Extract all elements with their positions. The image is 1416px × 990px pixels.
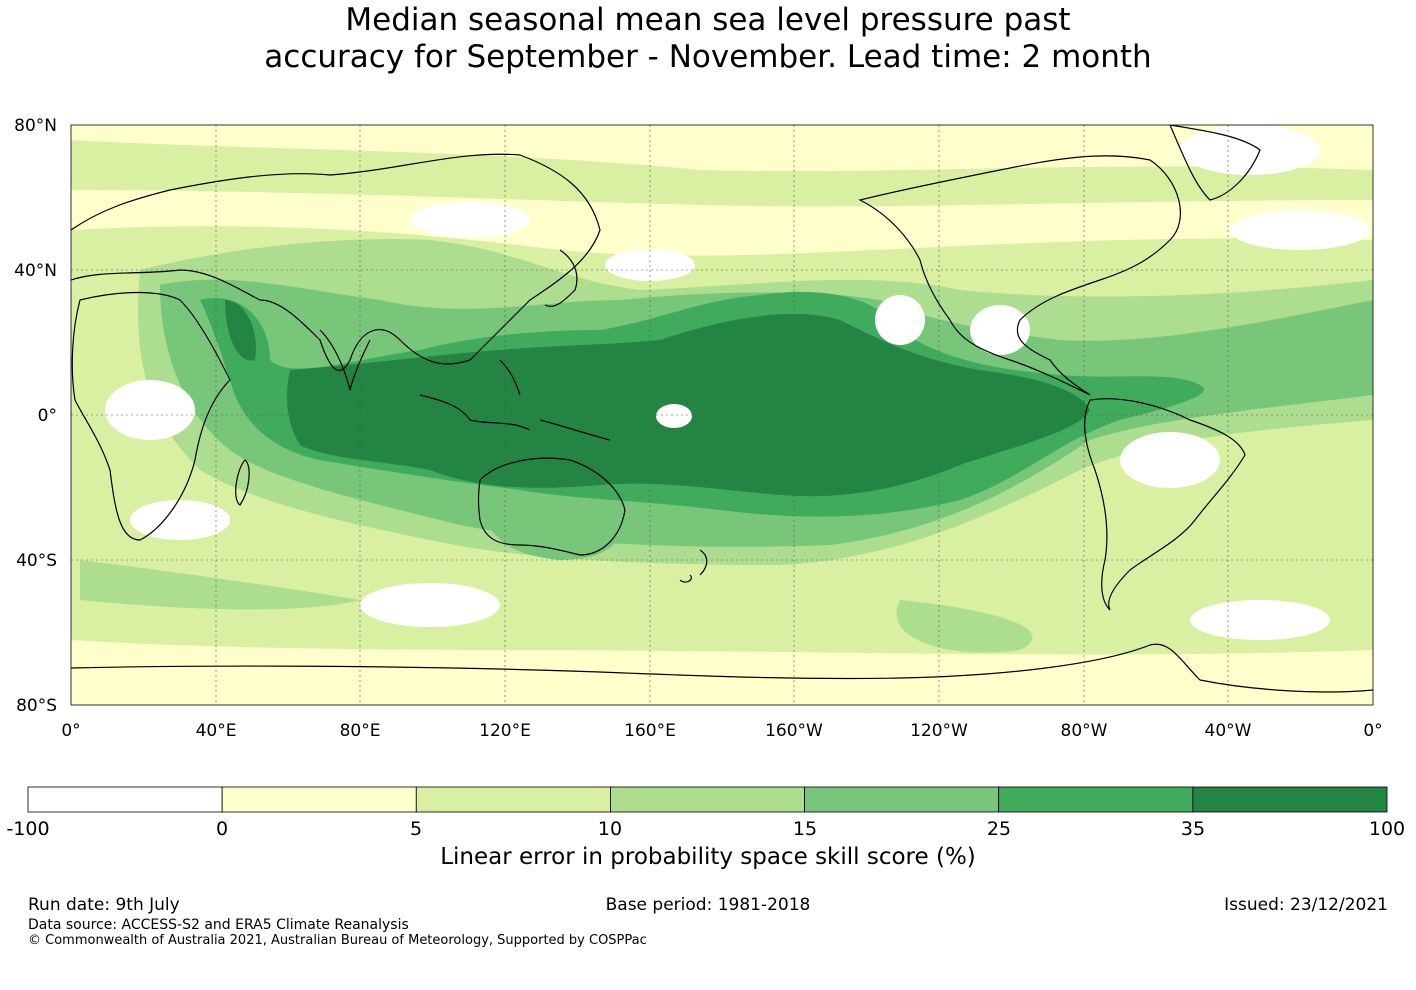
- gridlines: [71, 125, 1373, 705]
- colorbar-swatch: [804, 786, 1000, 813]
- lat-label: 80°N: [14, 116, 57, 136]
- map-frame: [70, 124, 1374, 706]
- skill-score-map: 80°N 40°N 0° 40°S 80°S 0° 40°E 80°E 120°…: [14, 116, 1383, 741]
- title-line-1: Median seasonal mean sea level pressure …: [345, 2, 1071, 38]
- colorbar-tick: 25: [987, 818, 1011, 840]
- colorbar-tick: 100: [1369, 818, 1405, 840]
- lat-label: 40°N: [14, 261, 57, 281]
- lon-label: 80°E: [340, 721, 381, 741]
- colorbar-swatch: [610, 786, 805, 813]
- colorbar-tick: 10: [598, 818, 622, 840]
- colorbar-tick: 5: [410, 818, 422, 840]
- colorbar-tick: 15: [793, 818, 817, 840]
- data-source: Data source: ACCESS-S2 and ERA5 Climate …: [28, 917, 409, 933]
- lon-label: 40°E: [196, 721, 237, 741]
- lon-label: 0°: [1363, 721, 1382, 741]
- lat-label: 0°: [38, 406, 57, 426]
- lon-label: 160°E: [624, 721, 676, 741]
- colorbar-swatch: [221, 786, 417, 813]
- lon-label: 120°E: [479, 721, 531, 741]
- colorbar-swatch: [1192, 786, 1388, 813]
- title-line-2: accuracy for September - November. Lead …: [264, 39, 1152, 75]
- issued-date: Issued: 23/12/2021: [1224, 895, 1388, 915]
- lon-label: 0°: [61, 721, 80, 741]
- colorbar-swatch: [27, 786, 223, 813]
- lon-label: 120°W: [910, 721, 968, 741]
- lat-label: 40°S: [16, 551, 57, 571]
- chart-title: Median seasonal mean sea level pressure …: [0, 2, 1416, 76]
- colorbar-swatch: [998, 786, 1194, 813]
- colorbar: -100 0 5 10 15 25 35 100: [6, 786, 1405, 840]
- run-date: Run date: 9th July: [28, 895, 180, 915]
- lon-label: 160°W: [765, 721, 823, 741]
- colorbar-tick: 0: [216, 818, 228, 840]
- colorbar-tick: -100: [6, 818, 49, 840]
- lon-label: 80°W: [1061, 721, 1108, 741]
- colorbar-tick: 35: [1181, 818, 1205, 840]
- coastlines: [71, 125, 1373, 693]
- base-period: Base period: 1981-2018: [605, 895, 811, 915]
- colorbar-swatch: [415, 786, 611, 813]
- copyright: © Commonwealth of Australia 2021, Austra…: [28, 933, 647, 948]
- map-shading: [71, 125, 1373, 705]
- lat-label: 80°S: [16, 696, 57, 716]
- lon-label: 40°W: [1205, 721, 1252, 741]
- colorbar-label: Linear error in probability space skill …: [440, 844, 976, 870]
- colorbar-swatches: [27, 786, 1388, 813]
